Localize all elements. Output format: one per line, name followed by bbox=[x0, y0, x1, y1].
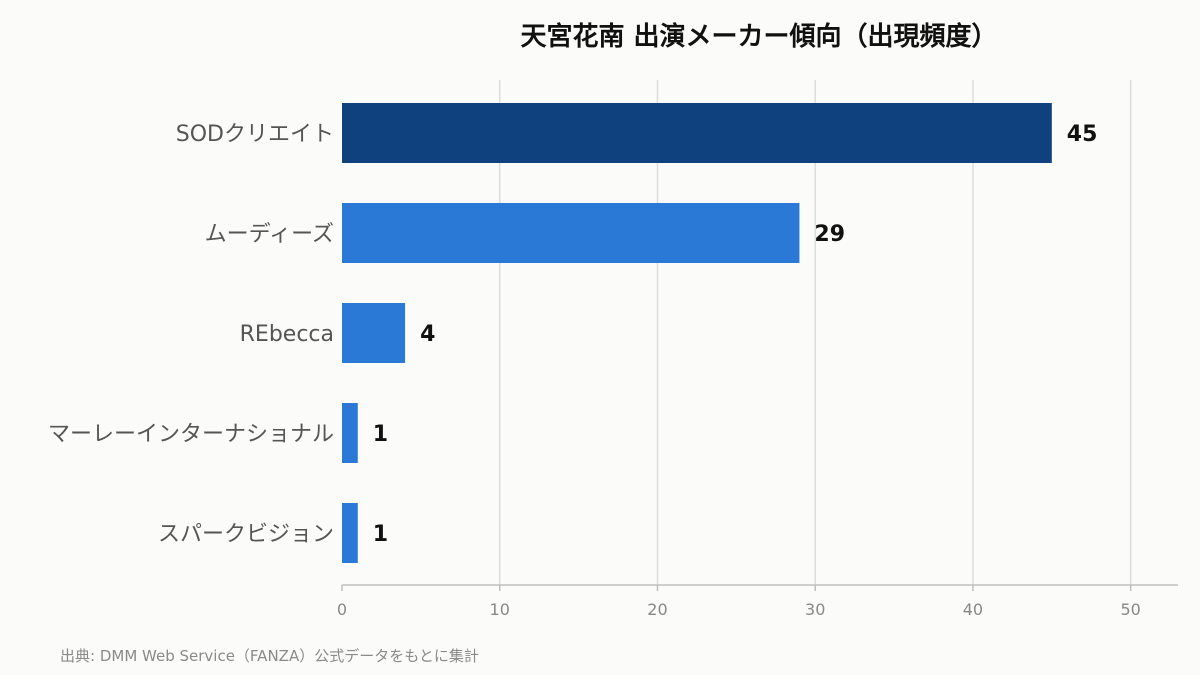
value-label: 4 bbox=[420, 322, 435, 347]
x-tick-label: 20 bbox=[647, 600, 667, 619]
category-label: マーレーインターナショナル bbox=[48, 422, 334, 447]
bar bbox=[342, 503, 358, 563]
labels: SODクリエイト 45 ムーディーズ 29 REbecca 4 マーレーインターナショナル 1… bbox=[48, 122, 1097, 547]
bars bbox=[342, 103, 1052, 563]
bar bbox=[342, 303, 406, 363]
category-label: スパークビジョン bbox=[158, 522, 334, 547]
chart-title: 天宮花南 出演メーカー傾向（出現頻度） bbox=[520, 22, 998, 52]
x-axis: 0 10 20 30 40 50 bbox=[337, 584, 1178, 619]
x-tick-label: 10 bbox=[490, 600, 510, 619]
value-label: 29 bbox=[814, 222, 845, 247]
category-label: ムーディーズ bbox=[205, 222, 334, 247]
x-tick-label: 30 bbox=[805, 600, 825, 619]
source-note: 出典: DMM Web Service（FANZA）公式データをもとに集計 bbox=[60, 647, 479, 665]
bar bbox=[342, 203, 800, 263]
gridlines bbox=[498, 80, 1132, 585]
value-label: 1 bbox=[373, 422, 388, 447]
value-label: 1 bbox=[373, 522, 388, 547]
bar bbox=[342, 103, 1052, 163]
x-tick-label: 0 bbox=[337, 600, 347, 619]
value-label: 45 bbox=[1067, 122, 1098, 147]
x-tick-label: 40 bbox=[963, 600, 983, 619]
x-tick-label: 50 bbox=[1120, 600, 1140, 619]
bar bbox=[342, 403, 358, 463]
category-label: REbecca bbox=[240, 322, 334, 347]
category-label: SODクリエイト bbox=[176, 122, 334, 147]
